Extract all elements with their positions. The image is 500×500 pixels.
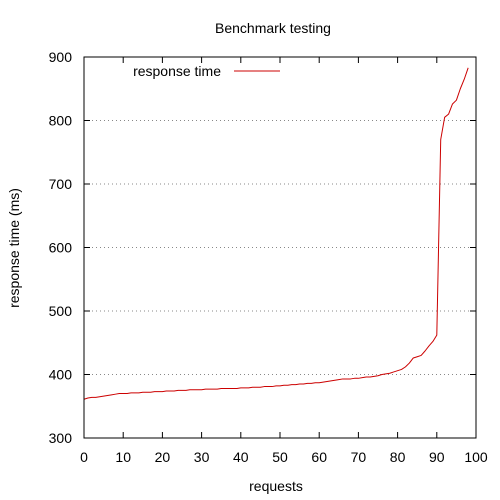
x-tick-labels: 0 10 20 30 40 50 60 70 80 90 100 [80, 449, 488, 465]
y-tick-label: 500 [49, 303, 73, 319]
x-tick-label: 90 [429, 449, 445, 465]
plot-frame [83, 56, 477, 439]
y-tick-label: 600 [49, 240, 73, 256]
series-lines [83, 67, 469, 400]
x-tick-label: 30 [194, 449, 210, 465]
x-tick-label: 0 [80, 449, 88, 465]
legend: response time [133, 63, 280, 79]
x-tick-label: 10 [115, 449, 131, 465]
x-tick-label: 100 [464, 449, 488, 465]
y-tick-labels: 300 400 500 600 700 800 900 [49, 49, 73, 446]
x-tick-label: 20 [155, 449, 171, 465]
x-axis-label: requests [249, 478, 303, 494]
x-tick-label: 80 [390, 449, 406, 465]
y-tick-label: 900 [49, 49, 73, 65]
series-line-0 [83, 67, 469, 400]
y-tick-label: 700 [49, 176, 73, 192]
chart-title: Benchmark testing [215, 20, 331, 36]
legend-label: response time [133, 63, 221, 79]
y-axis-label: response time (ms) [6, 188, 22, 308]
y-tick-label: 800 [49, 113, 73, 129]
y-tick-label: 400 [49, 367, 73, 383]
y-tick-label: 300 [49, 430, 73, 446]
x-tick-label: 60 [311, 449, 327, 465]
x-tick-label: 40 [233, 449, 249, 465]
x-tick-label: 70 [351, 449, 367, 465]
grid-lines [84, 120, 476, 375]
x-tick-label: 50 [272, 449, 288, 465]
